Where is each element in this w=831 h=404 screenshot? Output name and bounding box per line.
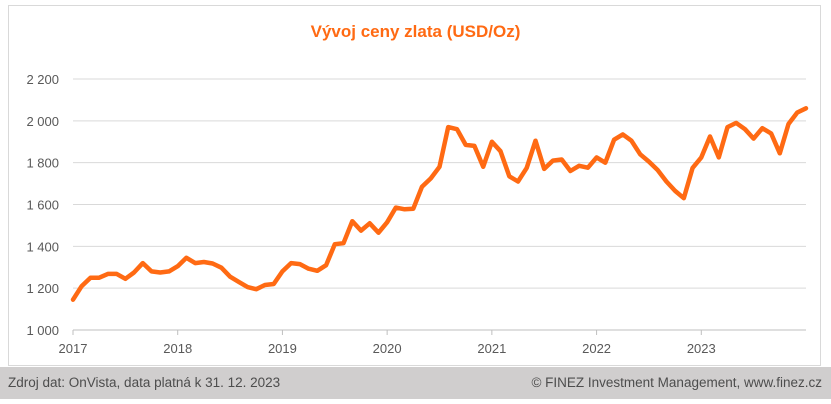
y-tick-label: 1 600 bbox=[26, 198, 59, 213]
x-tick-label: 2019 bbox=[268, 341, 297, 356]
x-tick-label: 2018 bbox=[163, 341, 192, 356]
y-tick-label: 1 000 bbox=[26, 323, 59, 338]
y-tick-label: 1 200 bbox=[26, 281, 59, 296]
y-tick-label: 1 800 bbox=[26, 156, 59, 171]
y-tick-label: 1 400 bbox=[26, 239, 59, 254]
chart-title: Vývoj ceny zlata (USD/Oz) bbox=[310, 22, 521, 41]
x-tick-label: 2017 bbox=[59, 341, 88, 356]
x-tick-label: 2023 bbox=[687, 341, 716, 356]
y-tick-label: 2 000 bbox=[26, 114, 59, 129]
copyright-note: © FINEZ Investment Management, www.finez… bbox=[531, 375, 822, 390]
y-tick-label: 2 200 bbox=[26, 72, 59, 87]
x-tick-label: 2020 bbox=[373, 341, 402, 356]
x-tick-label: 2022 bbox=[582, 341, 611, 356]
data-source-note: Zdroj dat: OnVista, data platná k 31. 12… bbox=[8, 375, 281, 390]
footer-bar: Zdroj dat: OnVista, data platná k 31. 12… bbox=[0, 367, 831, 399]
x-tick-label: 2021 bbox=[477, 341, 506, 356]
gold-price-series-line bbox=[70, 106, 809, 302]
